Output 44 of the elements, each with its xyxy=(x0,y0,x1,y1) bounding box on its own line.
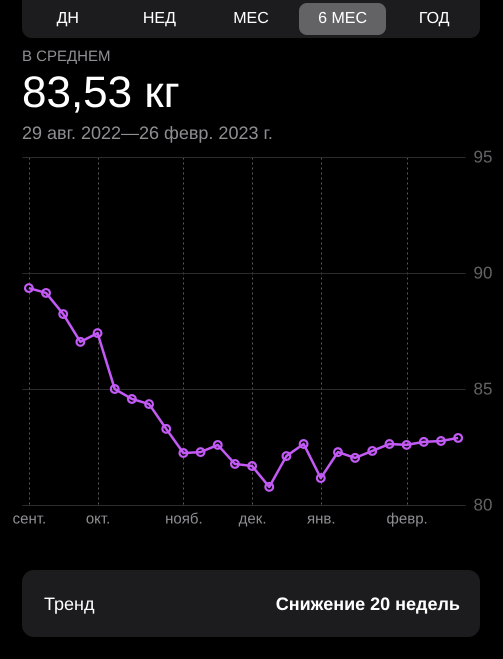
x-tick-label: февр. xyxy=(386,510,428,528)
point xyxy=(281,451,292,462)
point xyxy=(144,399,154,410)
x-tick-label: сент. xyxy=(12,510,46,528)
text: Тренд xyxy=(44,594,94,615)
point xyxy=(212,440,223,450)
point xyxy=(110,384,120,394)
text: ГОД xyxy=(418,9,451,29)
text: МЕС xyxy=(232,9,270,29)
point xyxy=(196,447,206,458)
point xyxy=(41,288,52,298)
point xyxy=(247,461,258,471)
y-tick-label: 90 xyxy=(474,264,492,282)
point xyxy=(367,446,378,456)
point xyxy=(178,448,188,458)
point xyxy=(264,482,274,492)
point xyxy=(436,436,446,446)
point xyxy=(332,447,343,458)
text: В СРЕДНЕМ xyxy=(22,48,111,65)
chart-title: 83,53 кг xyxy=(22,68,180,118)
point xyxy=(58,309,68,320)
x-tick-label: окт. xyxy=(86,510,110,528)
chart-subtitle: 29 авг. 2022—26 февр. 2023 г. xyxy=(22,123,273,144)
point xyxy=(230,458,240,469)
point xyxy=(418,436,429,447)
y-tick-label: 80 xyxy=(474,496,492,514)
x-tick-label: янв. xyxy=(306,510,336,528)
x-tick-label: нояб. xyxy=(165,510,203,528)
text: НЕД xyxy=(142,9,177,29)
text: 6 МЕС xyxy=(298,3,386,35)
text: Снижение 20 недель xyxy=(276,594,460,615)
point xyxy=(402,440,412,450)
point xyxy=(126,394,137,404)
x-tick-label: дек. xyxy=(238,510,266,528)
point xyxy=(161,424,172,434)
y-tick-label: 85 xyxy=(474,380,492,398)
y-tick-label: 95 xyxy=(474,148,492,166)
text: ДН xyxy=(56,9,80,29)
point xyxy=(75,336,86,347)
point xyxy=(350,452,360,463)
point xyxy=(384,439,394,449)
point xyxy=(316,473,326,484)
point xyxy=(298,439,309,449)
point xyxy=(92,328,103,338)
